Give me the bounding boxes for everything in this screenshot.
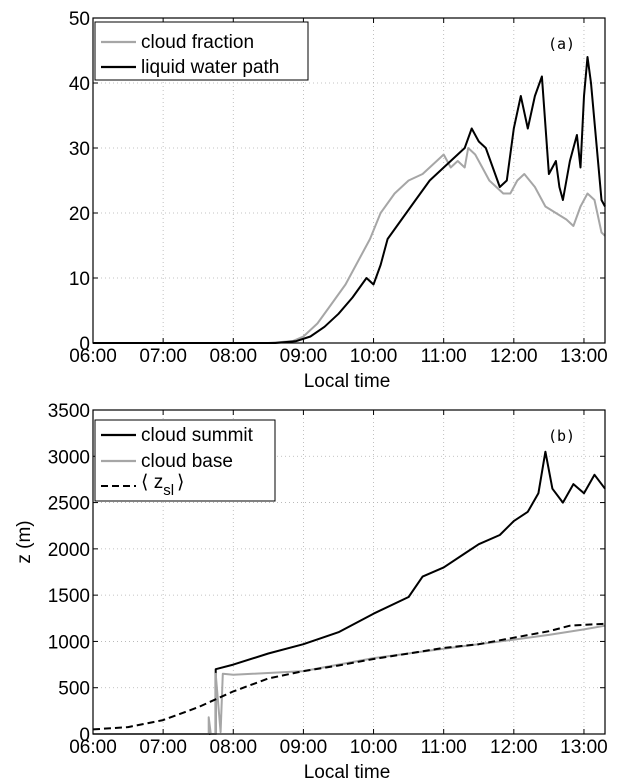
panel-b-series-2 (92, 622, 606, 731)
panel-b-xtick-label: 06:00 (69, 737, 117, 758)
panel-b-grid (93, 410, 605, 734)
legend-label-cloud-base: cloud base (141, 451, 233, 472)
legend-label-zsl-sub: sl (163, 482, 174, 499)
panel-b-series-1 (93, 624, 606, 735)
panel-b-xlabel: Local time (304, 762, 391, 783)
legend-label-zsl: ⟨ zsl ⟩ (141, 472, 184, 499)
panel-b-ytick-label: 0 (79, 725, 90, 746)
panel-b: 06:00 07:00 08:00 09:00 10:00 11:00 12:00 13:00… (14, 401, 608, 783)
panel-a-xtick-label: 12:00 (490, 346, 538, 367)
panel-b-legend: cloud summit cloud base ⟨ zsl ⟩ (94, 419, 276, 502)
panel-b-xtick-label: 07:00 (139, 737, 187, 758)
panel-b-ylabel: z (m) (14, 520, 35, 563)
panel-a-ytick-label: 30 (69, 139, 90, 160)
panel-a-ytick-label: 50 (69, 9, 90, 30)
panel-a-series-0 (93, 147, 606, 344)
panel-a-xtick-label: 07:00 (139, 346, 187, 367)
panel-b-tag: (b) (548, 427, 575, 445)
panel-b-xtick-label: 09:00 (280, 737, 328, 758)
panel-a-xtick-label: 11:00 (421, 346, 467, 367)
panel-a-ticks: 06:00 07:00 08:00 09:00 10:00 11:00 12:00 13:00… (69, 9, 608, 367)
panel-b-ticks: 06:00 07:00 08:00 09:00 10:00 11:00 12:00 13:00… (48, 401, 608, 758)
panel-b-xtick-label: 13:00 (560, 737, 608, 758)
panel-b-xtick-label: 10:00 (350, 737, 398, 758)
panel-b-xtick-label: 08:00 (210, 737, 258, 758)
panel-b-ytick-label: 2000 (48, 540, 90, 561)
panel-a-series-1 (93, 56, 606, 344)
panel-a-ytick-label: 40 (69, 74, 90, 95)
panel-b-ytick-label: 1000 (48, 632, 90, 653)
panel-a-xtick-label: 13:00 (560, 346, 608, 367)
panel-a-tag: (a) (548, 35, 575, 53)
panel-a-series (93, 56, 606, 344)
panel-b-ytick-label: 3500 (48, 401, 90, 422)
legend-label-cloud-fraction: cloud fraction (141, 32, 254, 53)
panel-b-ytick-label: 1500 (48, 586, 90, 607)
panel-b-frame (92, 409, 606, 735)
panel-b-ytick-label: 2500 (48, 494, 90, 515)
panel-a-xlabel: Local time (304, 371, 391, 392)
panel-a-frame (92, 17, 606, 344)
panel-b-xtick-label: 11:00 (421, 737, 467, 758)
panel-a: 06:00 07:00 08:00 09:00 10:00 11:00 12:00 13:00… (69, 9, 608, 392)
panel-a-xtick-label: 09:00 (280, 346, 328, 367)
panel-a-ytick-label: 20 (69, 204, 90, 225)
legend-label-zsl-close: ⟩ (177, 472, 184, 493)
panel-a-ytick-label: 10 (69, 269, 90, 290)
legend-box (94, 21, 309, 81)
panel-a-ytick-label: 0 (79, 334, 90, 355)
legend-label-zsl-main: ⟨ z (141, 472, 163, 493)
panel-b-xtick-label: 12:00 (490, 737, 538, 758)
legend-label-cloud-summit: cloud summit (141, 425, 254, 446)
panel-b-series (92, 450, 606, 735)
panel-b-ytick-label: 3000 (48, 447, 90, 468)
legend-label-liquid-water-path: liquid water path (141, 57, 279, 78)
panel-a-xtick-label: 06:00 (69, 346, 117, 367)
panel-b-series-0 (93, 450, 606, 735)
panel-a-xtick-label: 10:00 (350, 346, 398, 367)
panel-a-xtick-label: 08:00 (210, 346, 258, 367)
panel-b-ytick-label: 500 (58, 679, 90, 700)
panel-a-legend: cloud fraction liquid water path (94, 21, 309, 81)
